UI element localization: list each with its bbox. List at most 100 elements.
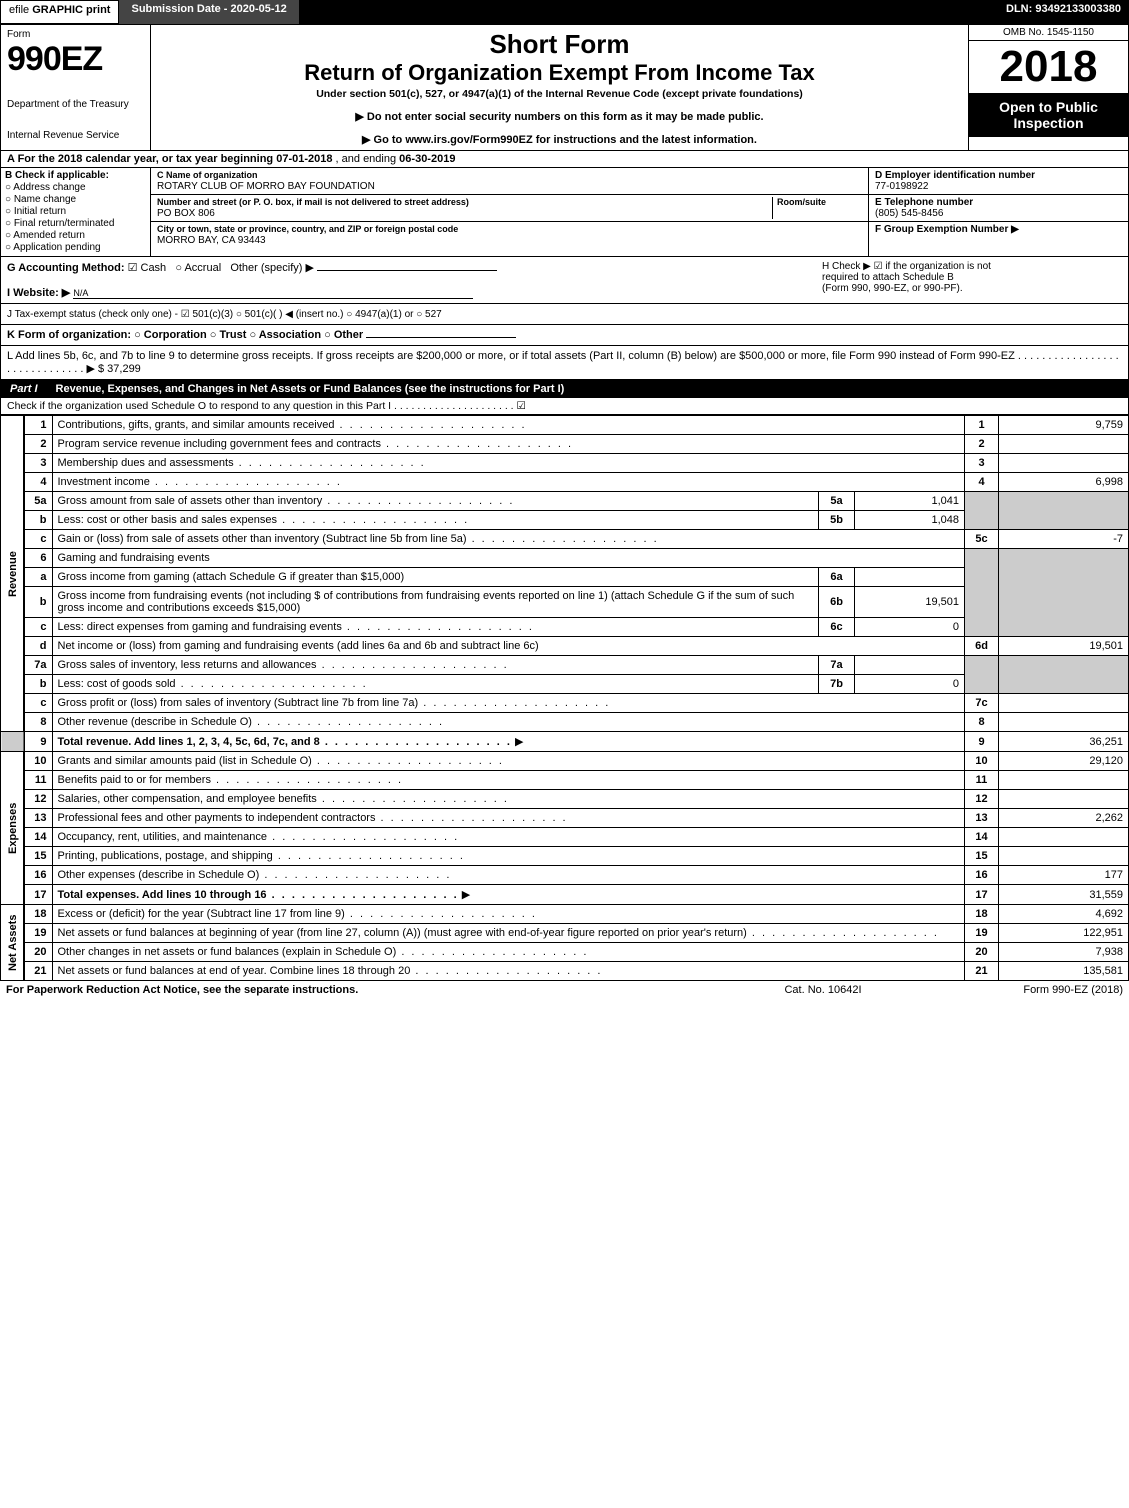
row-7b: b Less: cost of goods sold 7b 0 — [1, 675, 1129, 694]
c-name-row: C Name of organization ROTARY CLUB OF MO… — [151, 168, 868, 195]
g-accounting: G Accounting Method: ☑ Cash ○ Accrual Ot… — [7, 261, 822, 299]
g-other[interactable]: Other (specify) ▶ — [230, 262, 314, 274]
r4-d: Investment income — [58, 476, 342, 488]
d-ein-row: D Employer identification number 77-0198… — [869, 168, 1128, 195]
h-line1: H Check ▶ ☑ if the organization is not — [822, 261, 991, 272]
r7c-rn: 7c — [965, 694, 999, 713]
r12-rn: 12 — [965, 790, 999, 809]
g-accrual[interactable]: ○ Accrual — [175, 262, 221, 274]
r17-d: Total expenses. Add lines 10 through 16 — [58, 889, 459, 901]
r1-n: 1 — [24, 416, 52, 435]
efile-b2: print — [86, 4, 110, 16]
r7c-n: c — [24, 694, 52, 713]
r15-rv — [999, 847, 1129, 866]
r18-rn: 18 — [965, 905, 999, 924]
i-label: I Website: ▶ — [7, 287, 70, 299]
r18-rv: 4,692 — [999, 905, 1129, 924]
addr-val: PO BOX 806 — [157, 208, 215, 219]
short-form-title: Short Form — [161, 29, 958, 60]
g-label: G Accounting Method: — [7, 262, 128, 274]
r7b-d: Less: cost of goods sold — [58, 678, 368, 690]
r6a-sv — [855, 568, 965, 587]
r5c-d: Gain or (loss) from sale of assets other… — [58, 533, 659, 545]
r4-rn: 4 — [965, 473, 999, 492]
city-row: City or town, state or province, country… — [151, 222, 868, 248]
cb-final-return[interactable]: Final return/terminated — [5, 218, 146, 229]
r7b-sn: 7b — [819, 675, 855, 694]
r11-rn: 11 — [965, 771, 999, 790]
g-cash[interactable]: ☑ Cash — [128, 262, 167, 274]
r6d-rv: 19,501 — [999, 637, 1129, 656]
r14-rn: 14 — [965, 828, 999, 847]
side-expenses: Expenses — [1, 752, 25, 905]
r11-rv — [999, 771, 1129, 790]
f-group-row: F Group Exemption Number ▶ — [869, 222, 1128, 237]
form-number: 990EZ — [7, 40, 144, 79]
r15-n: 15 — [24, 847, 52, 866]
topbar: efile GRAPHIC print Submission Date - 20… — [0, 0, 1129, 24]
cb-application-pending[interactable]: Application pending — [5, 242, 146, 253]
arrow-goto-text[interactable]: ▶ Go to www.irs.gov/Form990EZ for instru… — [362, 134, 757, 146]
e-phone-lbl: E Telephone number — [875, 197, 973, 208]
header-left: Form 990EZ Department of the Treasury In… — [1, 25, 151, 150]
r19-d: Net assets or fund balances at beginning… — [58, 927, 939, 939]
row-18: Net Assets 18 Excess or (deficit) for th… — [1, 905, 1129, 924]
i-website-val[interactable]: N/A — [73, 288, 473, 299]
r9-d: Total revenue. Add lines 1, 2, 3, 4, 5c,… — [58, 736, 512, 748]
r1-d: Contributions, gifts, grants, and simila… — [58, 419, 527, 431]
r3-rn: 3 — [965, 454, 999, 473]
r6b-n: b — [24, 587, 52, 618]
d-ein-val: 77-0198922 — [875, 181, 928, 192]
row-3: 3 Membership dues and assessments 3 — [1, 454, 1129, 473]
r5a-d: Gross amount from sale of assets other t… — [58, 495, 515, 507]
r6d-rn: 6d — [965, 637, 999, 656]
row-6: 6 Gaming and fundraising events — [1, 549, 1129, 568]
row-19: 19 Net assets or fund balances at beginn… — [1, 924, 1129, 943]
cb-address-change[interactable]: Address change — [5, 182, 146, 193]
r13-rn: 13 — [965, 809, 999, 828]
cb-amended-return[interactable]: Amended return — [5, 230, 146, 241]
r20-d: Other changes in net assets or fund bala… — [58, 946, 589, 958]
part1-table: Revenue 1 Contributions, gifts, grants, … — [0, 415, 1129, 981]
under-section: Under section 501(c), 527, or 4947(a)(1)… — [161, 88, 958, 100]
cb-name-change[interactable]: Name change — [5, 194, 146, 205]
r3-d: Membership dues and assessments — [58, 457, 426, 469]
r6d-d: Net income or (loss) from gaming and fun… — [58, 640, 539, 652]
g-other-line[interactable] — [317, 270, 497, 271]
r2-rn: 2 — [965, 435, 999, 454]
cb-initial-return[interactable]: Initial return — [5, 206, 146, 217]
r17-arrow: ▶ — [462, 889, 470, 901]
r6b-sv: 19,501 — [855, 587, 965, 618]
e-phone-row: E Telephone number (805) 545-8456 — [869, 195, 1128, 222]
r6c-sn: 6c — [819, 618, 855, 637]
r7a-n: 7a — [24, 656, 52, 675]
e-phone-val: (805) 545-8456 — [875, 208, 943, 219]
part1-sub: Check if the organization used Schedule … — [0, 398, 1129, 415]
r5b-n: b — [24, 511, 52, 530]
d-ein-lbl: D Employer identification number — [875, 170, 1035, 181]
r2-d: Program service revenue including govern… — [58, 438, 574, 450]
r5c-rv: -7 — [999, 530, 1129, 549]
r6b-sn: 6b — [819, 587, 855, 618]
r6c-n: c — [24, 618, 52, 637]
r7a-sn: 7a — [819, 656, 855, 675]
r16-n: 16 — [24, 866, 52, 885]
r13-rv: 2,262 — [999, 809, 1129, 828]
tax-year: 2018 — [969, 41, 1128, 93]
l-gross-receipts: L Add lines 5b, 6c, and 7b to line 9 to … — [0, 346, 1129, 380]
r21-n: 21 — [24, 962, 52, 981]
r7b-n: b — [24, 675, 52, 694]
side-rev-end — [1, 732, 25, 752]
r4-n: 4 — [24, 473, 52, 492]
k-other-line[interactable] — [366, 337, 516, 338]
r7b-sv: 0 — [855, 675, 965, 694]
row-9: 9 Total revenue. Add lines 1, 2, 3, 4, 5… — [1, 732, 1129, 752]
row-20: 20 Other changes in net assets or fund b… — [1, 943, 1129, 962]
row-1: Revenue 1 Contributions, gifts, grants, … — [1, 416, 1129, 435]
r18-d: Excess or (deficit) for the year (Subtra… — [58, 908, 537, 920]
r12-rv — [999, 790, 1129, 809]
row-14: 14 Occupancy, rent, utilities, and maint… — [1, 828, 1129, 847]
r3-rv — [999, 454, 1129, 473]
r6d-n: d — [24, 637, 52, 656]
row-16: 16 Other expenses (describe in Schedule … — [1, 866, 1129, 885]
